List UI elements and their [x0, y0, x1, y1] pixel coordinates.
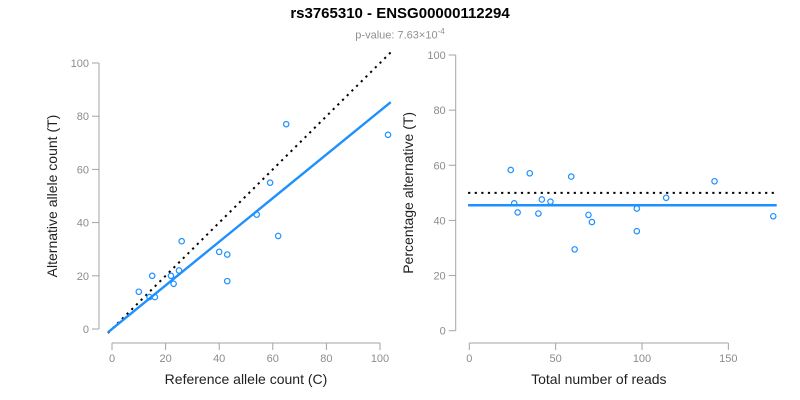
- data-point: [282, 120, 290, 128]
- data-point: [170, 280, 177, 288]
- data-point: [538, 196, 546, 203]
- y-tick-label: 0: [83, 324, 89, 336]
- data-point: [274, 232, 282, 240]
- x-tick-label: 100: [633, 353, 651, 365]
- data-point: [223, 251, 231, 258]
- data-point: [253, 211, 261, 218]
- x-axis-title: Reference allele count (C): [165, 371, 328, 387]
- y-tick-label: 60: [433, 160, 445, 172]
- y-tick-label: 60: [77, 164, 89, 176]
- data-point: [514, 209, 521, 216]
- data-point: [585, 211, 592, 219]
- data-point: [510, 200, 518, 207]
- fit-line: [107, 101, 392, 334]
- data-point: [633, 227, 641, 235]
- data-point: [571, 246, 578, 253]
- p-value-exponent: -4: [437, 27, 445, 36]
- x-tick-label: 40: [213, 353, 225, 365]
- y-tick-label: 0: [440, 326, 446, 338]
- y-tick-label: 40: [77, 218, 89, 230]
- identity-line: [107, 51, 392, 334]
- x-tick-label: 60: [267, 353, 279, 365]
- y-tick-label: 100: [71, 58, 89, 70]
- x-tick-label: 100: [371, 353, 389, 365]
- x-tick-label: 0: [466, 353, 472, 365]
- data-point: [178, 237, 185, 245]
- figure-title: rs3765310 - ENSG00000112294: [290, 5, 510, 22]
- data-point: [662, 194, 670, 202]
- y-tick-label: 80: [77, 111, 89, 123]
- x-tick-label: 20: [159, 353, 171, 365]
- data-point: [711, 177, 718, 185]
- p-value-text: p-value: 7.63×10: [355, 29, 438, 42]
- data-point: [588, 218, 596, 226]
- y-tick-label: 40: [433, 215, 445, 227]
- data-point: [633, 205, 641, 212]
- y-axis-title: Alternative allele count (T): [44, 115, 60, 278]
- x-tick-label: 50: [550, 353, 562, 365]
- data-point: [526, 169, 534, 177]
- data-point: [148, 272, 156, 280]
- data-point: [507, 166, 515, 174]
- data-point: [167, 272, 175, 280]
- allele-counts-scatter: 0 20 40 60 80 100 0 20 40 60 80 100 Alternative alle…: [44, 51, 392, 387]
- data-point: [175, 267, 183, 274]
- y-tick-label: 80: [433, 105, 445, 117]
- data-point: [223, 277, 231, 285]
- x-axis-title: Total number of reads: [531, 371, 666, 387]
- x-tick-label: 80: [320, 353, 332, 365]
- y-axis-title: Percentage alternative (T): [400, 112, 416, 274]
- y-tick-label: 20: [433, 271, 445, 283]
- x-tick-label: 150: [719, 353, 737, 365]
- data-point: [535, 210, 542, 217]
- data-point: [215, 248, 223, 256]
- data-point: [769, 212, 777, 220]
- data-point: [135, 288, 143, 296]
- percentage-vs-reads-scatter: 0 20 40 60 80 100 0 50 100 150 Percentage alternat…: [400, 50, 777, 387]
- data-point: [384, 131, 392, 139]
- y-tick-label: 100: [427, 50, 445, 62]
- data-point: [151, 293, 159, 301]
- y-tick-label: 20: [77, 271, 89, 283]
- data-point: [567, 173, 575, 180]
- data-point: [547, 198, 554, 205]
- figure-subtitle: p-value: 7.63×10-4: [0, 25, 800, 43]
- data-point: [266, 179, 274, 187]
- x-tick-label: 0: [109, 353, 115, 365]
